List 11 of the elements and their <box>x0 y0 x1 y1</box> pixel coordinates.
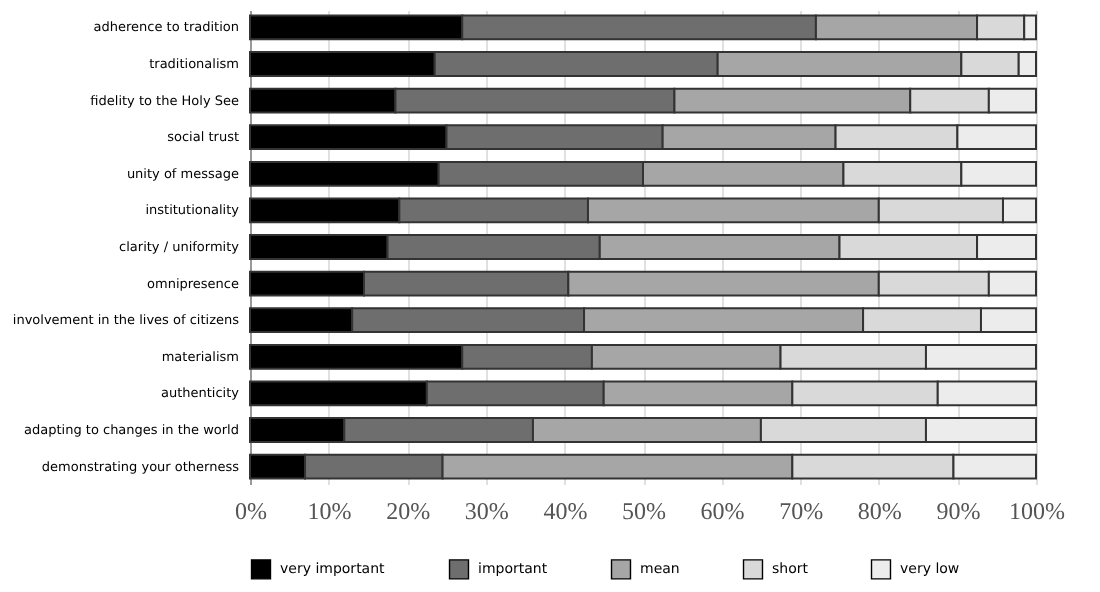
x-tick-label: 30% <box>464 497 509 525</box>
x-tick-label: 70% <box>779 497 824 525</box>
x-tick-label: 100% <box>1009 497 1065 525</box>
x-tick-label: 10% <box>307 497 352 525</box>
x-tick-label: 90% <box>936 497 981 525</box>
x-tick-label: 0% <box>235 497 267 525</box>
x-tick-label: 20% <box>386 497 431 525</box>
x-tick-label: 60% <box>700 497 745 525</box>
x-tick-label: 40% <box>543 497 588 525</box>
x-tick-label: 80% <box>857 497 902 525</box>
x-tick-label: 50% <box>622 497 666 525</box>
